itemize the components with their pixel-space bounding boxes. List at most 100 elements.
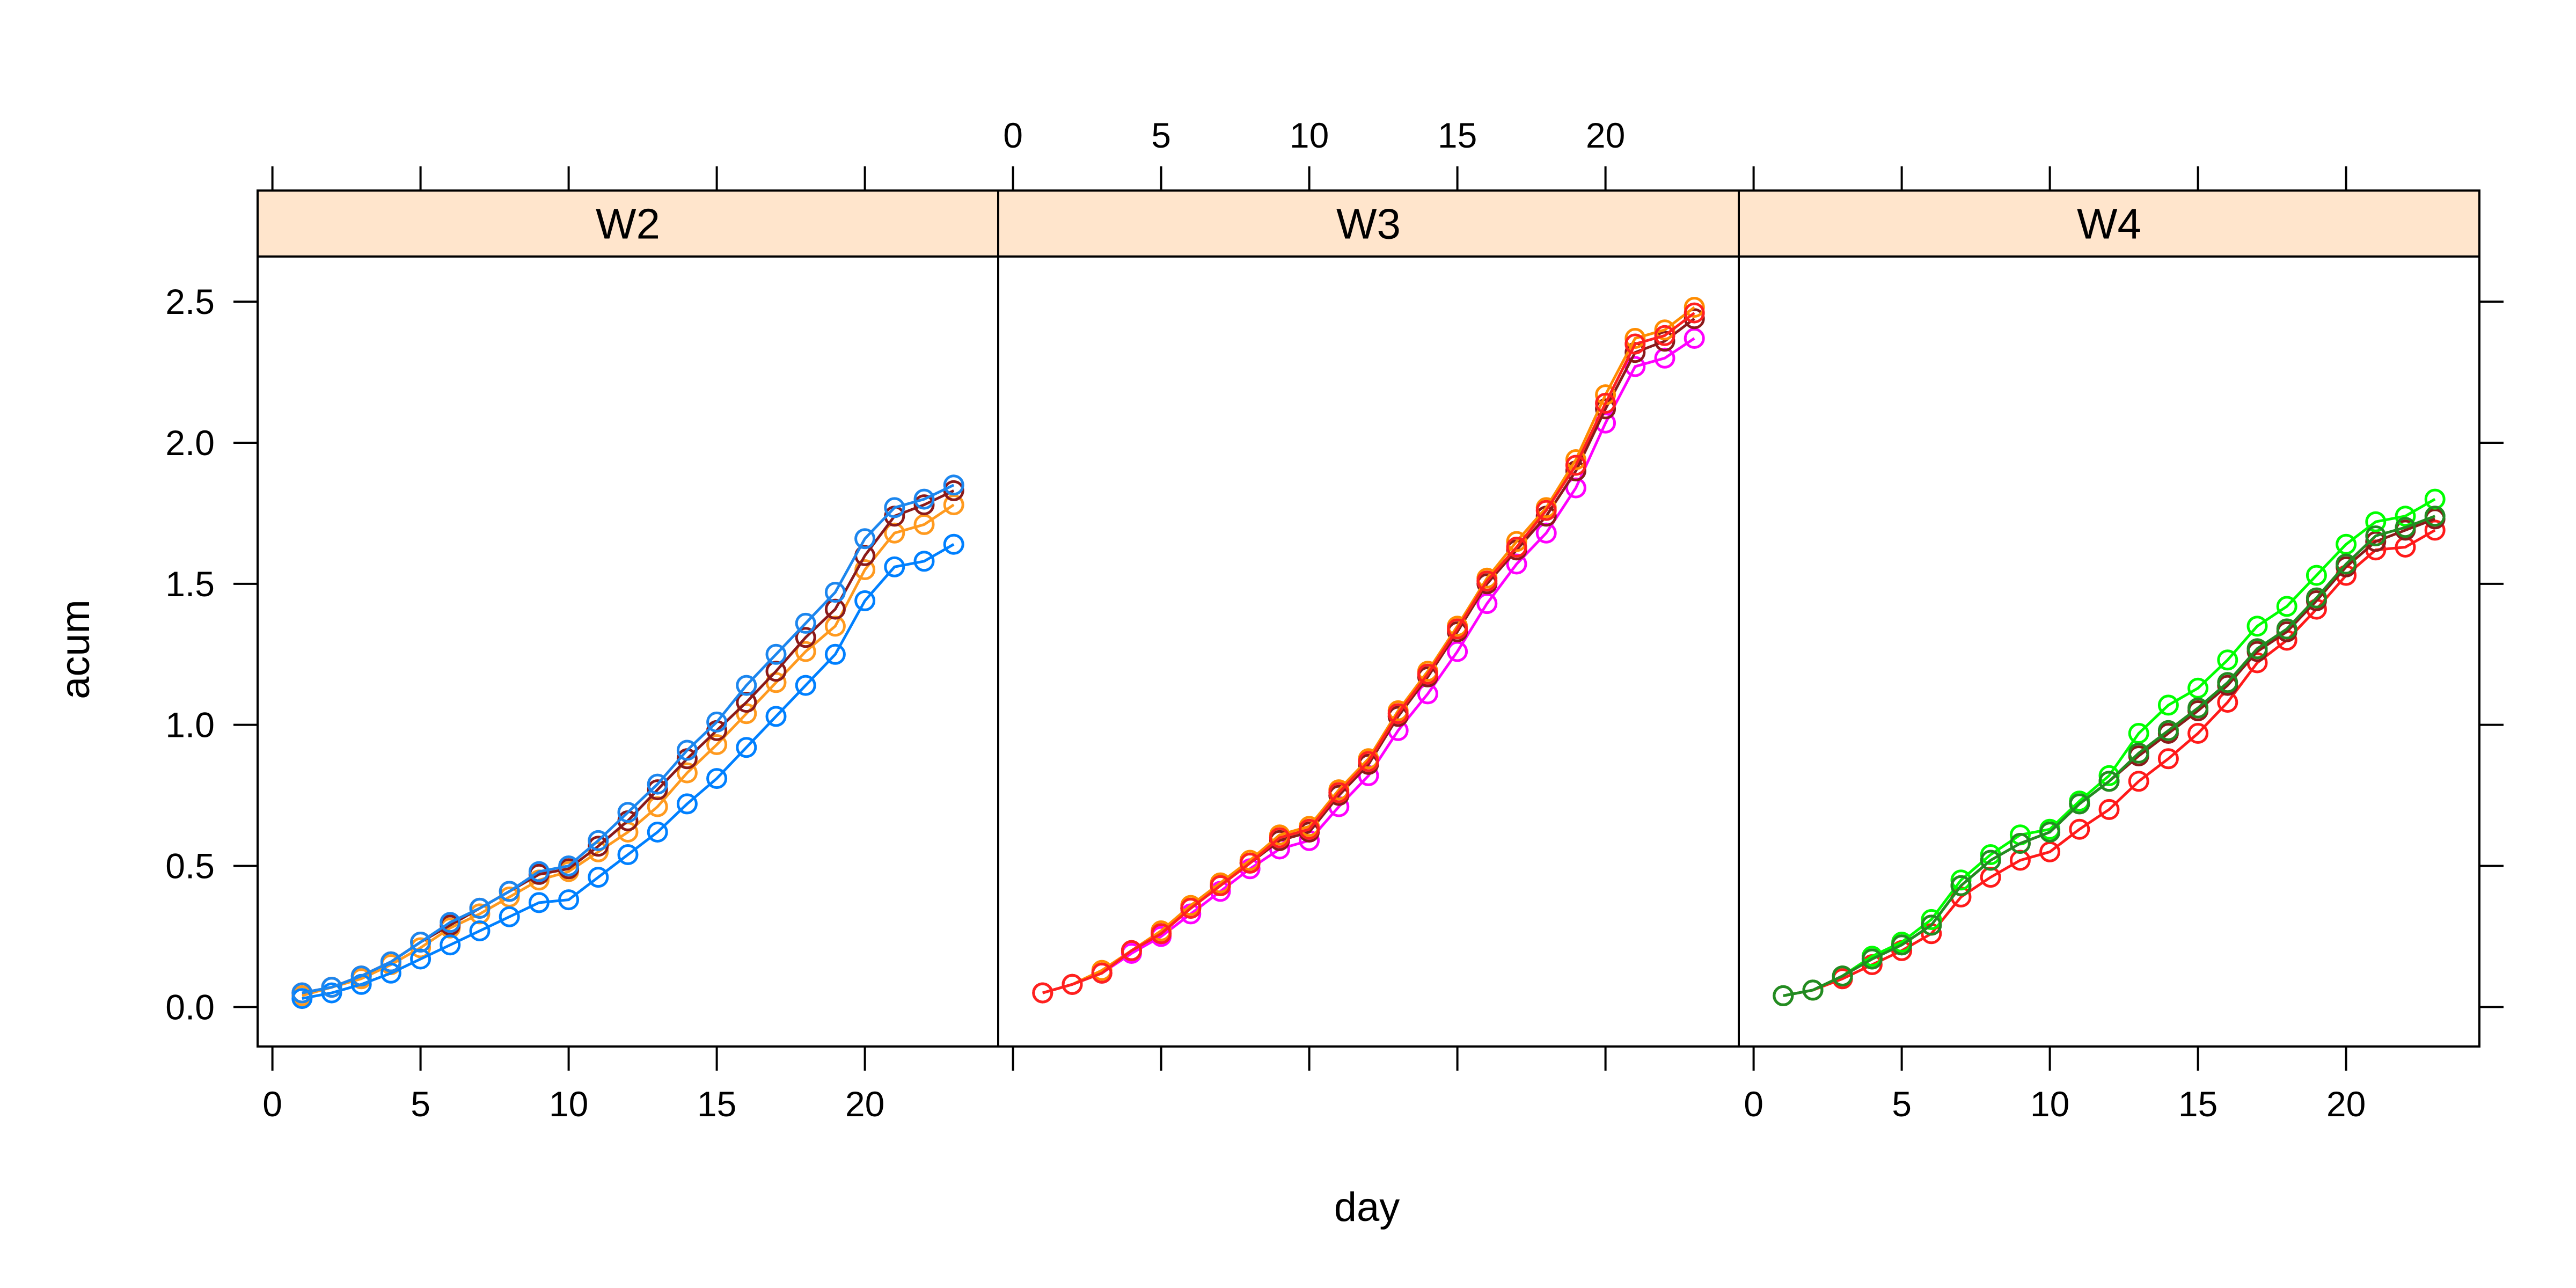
data-point: [2128, 771, 2149, 792]
data-point: [2098, 771, 2120, 792]
data-point: [469, 897, 491, 919]
data-point: [528, 861, 550, 882]
panel-w4: W4: [1738, 189, 2480, 1048]
series-1: [1773, 519, 2446, 1006]
strip-label: W4: [2077, 200, 2141, 248]
data-point: [2424, 506, 2446, 527]
x-axis-title: day: [1334, 1184, 1400, 1230]
data-point: [1506, 531, 1527, 552]
data-point: [410, 932, 431, 953]
data-point: [824, 582, 846, 603]
data-point: [1891, 934, 1913, 956]
strip-label: W2: [596, 200, 660, 248]
data-point: [2365, 525, 2387, 546]
data-point: [706, 734, 728, 755]
data-point: [2424, 519, 2446, 541]
data-point: [795, 612, 816, 634]
panel-frame: [257, 255, 999, 1048]
panels-layer: W2 W3 W4: [257, 189, 2480, 1048]
data-point: [2069, 793, 2090, 815]
data-point: [2217, 649, 2238, 671]
data-point: [854, 590, 876, 611]
data-point: [1447, 641, 1468, 662]
y-tick-label: 0.5: [165, 846, 215, 886]
data-point: [588, 830, 609, 851]
data-point: [943, 494, 964, 516]
data-point: [499, 906, 520, 927]
data-point: [558, 855, 580, 876]
x-tick-label: 20: [1586, 115, 1625, 155]
series-4: [1773, 506, 2446, 1006]
data-point: [2157, 748, 2179, 770]
data-point: [2098, 765, 2120, 786]
data-point: [528, 892, 550, 913]
data-point: [440, 912, 461, 933]
series-3: [291, 533, 964, 1009]
data-point: [499, 881, 520, 902]
series-4: [1032, 302, 1705, 1004]
x-tick-label: 15: [697, 1084, 736, 1124]
data-point: [2098, 799, 2120, 820]
x-tick-label: 5: [411, 1084, 430, 1124]
data-point: [2187, 697, 2209, 719]
data-point: [736, 703, 757, 724]
data-point: [2336, 533, 2357, 555]
data-point: [1595, 398, 1616, 420]
data-point: [1210, 875, 1231, 896]
x-tick-label: 5: [1892, 1084, 1912, 1124]
data-point: [1832, 965, 1853, 987]
strip-label: W3: [1336, 200, 1401, 248]
series-line: [1042, 312, 1695, 994]
data-point: [380, 951, 401, 972]
data-point: [2157, 694, 2179, 716]
data-point: [380, 962, 401, 984]
data-point: [736, 737, 757, 758]
data-point: [2276, 596, 2297, 617]
data-point: [943, 474, 964, 496]
x-tick-label: 15: [2178, 1084, 2218, 1124]
data-point: [1269, 827, 1290, 848]
data-point: [617, 822, 639, 843]
data-point: [884, 497, 905, 518]
data-point: [765, 706, 787, 727]
data-point: [2128, 742, 2149, 764]
data-point: [824, 643, 846, 665]
series-line: [1042, 306, 1695, 994]
series-1: [291, 494, 964, 1006]
data-point: [321, 977, 342, 998]
data-point: [647, 779, 668, 801]
data-point: [706, 711, 728, 733]
series-line: [1783, 515, 2436, 997]
data-point: [2009, 833, 2031, 854]
data-point: [617, 802, 639, 823]
series-2: [291, 480, 964, 1004]
data-point: [291, 988, 313, 1009]
strip-background: [1738, 189, 2480, 258]
data-point: [469, 920, 491, 941]
data-point: [1121, 940, 1142, 961]
data-point: [2069, 818, 2090, 840]
data-point: [1417, 663, 1438, 685]
data-point: [1387, 703, 1409, 724]
x-tick-label: 10: [1290, 115, 1329, 155]
data-point: [2276, 618, 2297, 640]
data-point: [647, 773, 668, 795]
data-point: [2365, 511, 2387, 532]
series-line: [302, 503, 955, 997]
x-tick-label: 5: [1151, 115, 1171, 155]
y-tick-label: 1.0: [165, 705, 215, 745]
data-point: [2157, 720, 2179, 741]
data-point: [1950, 869, 1972, 891]
data-point: [1358, 751, 1379, 772]
data-point: [1624, 333, 1646, 355]
data-point: [2395, 517, 2416, 538]
panel-w2: W2: [257, 189, 999, 1048]
data-point: [676, 793, 698, 815]
y-tick-label: 1.5: [165, 564, 215, 604]
series-line: [1042, 337, 1695, 994]
y-axis-title: acum: [53, 599, 98, 699]
data-point: [736, 675, 757, 696]
data-point: [884, 556, 905, 577]
y-tick-label: 2.5: [165, 282, 215, 321]
